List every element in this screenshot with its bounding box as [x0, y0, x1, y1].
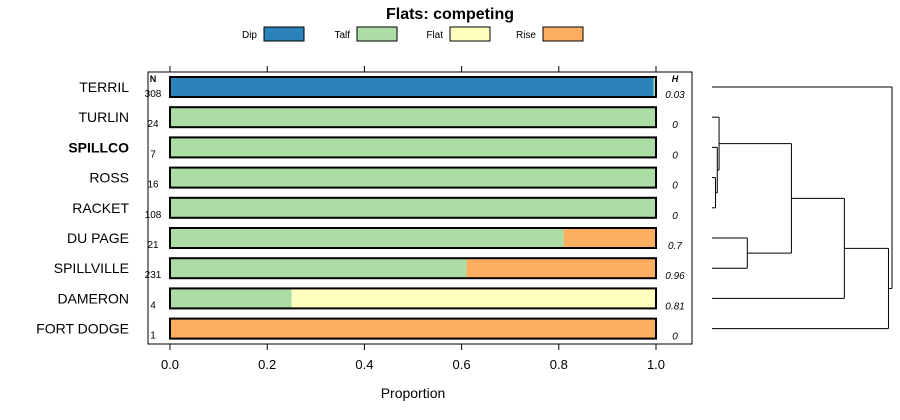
legend-label-dip: Dip — [242, 30, 257, 41]
row-label: SPILLCO — [68, 139, 129, 155]
legend-label-rise: Rise — [516, 30, 536, 41]
bar-outline — [169, 106, 657, 129]
legend-label-talf: Talf — [334, 30, 350, 41]
row-h-value: 0 — [672, 211, 678, 222]
x-tick-label: 0.8 — [550, 357, 568, 372]
row-du-page: DU PAGE 21 0.7 — [67, 227, 682, 252]
row-n-value: 4 — [150, 300, 156, 311]
bar-outline — [169, 76, 657, 98]
row-h-value: 0.96 — [665, 271, 685, 282]
legend-swatch-dip — [263, 26, 305, 42]
x-tick-label: 0.0 — [161, 357, 179, 372]
row-n-value: 16 — [147, 180, 159, 191]
row-h-value: 0 — [672, 120, 678, 131]
row-label: TURLIN — [78, 109, 129, 125]
bar-segment-talf — [170, 167, 656, 188]
bar-segment-talf — [170, 228, 564, 248]
row-n-value: 308 — [145, 89, 162, 100]
row-label: FORT DODGE — [36, 321, 129, 337]
row-label: DU PAGE — [67, 230, 129, 246]
bar-segment-flat — [291, 288, 656, 309]
legend: Dip Talf Flat Rise — [242, 26, 584, 42]
bar-outline — [169, 166, 657, 189]
bar-segment-dip — [170, 77, 654, 97]
row-h-value: 0 — [672, 150, 678, 161]
bar-segment-talf — [170, 107, 656, 128]
bar-segment-rise — [466, 258, 656, 279]
x-tick-label: 0.4 — [355, 357, 373, 372]
row-terril: TERRIL 308 0.03 — [79, 76, 685, 101]
row-ross: ROSS 16 0 — [89, 166, 678, 192]
bar-outline — [169, 317, 657, 340]
row-n-value: 231 — [145, 270, 162, 281]
chart-title: Flats: competing — [386, 6, 514, 23]
bar-outline — [169, 196, 657, 219]
row-label: TERRIL — [79, 79, 129, 95]
bar-segment-rise — [170, 318, 656, 339]
top-axis-ticks — [169, 66, 657, 72]
bar-segment-talf — [653, 77, 656, 97]
row-h-value: 0 — [672, 332, 678, 343]
row-turlin: TURLIN 24 0 — [78, 106, 678, 131]
legend-swatch-rise — [542, 26, 584, 42]
plot-frame — [147, 71, 693, 345]
dendrogram — [712, 86, 893, 330]
legend-label-flat: Flat — [426, 30, 443, 41]
bar-outline — [169, 136, 657, 159]
bar-outline — [169, 257, 657, 280]
bar-segment-talf — [170, 137, 656, 158]
row-fort-dodge: FORT DODGE 1 0 — [36, 317, 678, 343]
bar-outline — [169, 287, 657, 310]
n-column-header: N — [150, 74, 157, 84]
bar-segment-rise — [563, 228, 656, 248]
bar-segment-talf — [170, 258, 467, 279]
row-n-value: 21 — [147, 240, 159, 251]
row-n-value: 7 — [150, 149, 156, 160]
row-n-value: 24 — [147, 119, 159, 130]
bottom-axis: 0.0 0.2 0.4 0.6 0.8 1.0 — [161, 344, 665, 372]
row-h-value: 0.03 — [665, 90, 685, 101]
row-n-value: 1 — [150, 331, 156, 342]
row-n-value: 108 — [145, 210, 162, 221]
row-spillco: SPILLCO 7 0 — [68, 136, 678, 161]
x-tick-label: 1.0 — [647, 357, 665, 372]
row-label: RACKET — [72, 200, 129, 216]
row-h-value: 0.7 — [668, 241, 682, 252]
row-h-value: 0.81 — [665, 301, 684, 312]
row-racket: RACKET 108 0 — [72, 196, 678, 222]
bar-outline — [169, 227, 657, 249]
row-label: DAMERON — [57, 290, 129, 306]
bar-segment-talf — [170, 288, 292, 309]
row-label: SPILLVILLE — [54, 260, 129, 276]
row-label: ROSS — [89, 170, 129, 186]
legend-swatch-talf — [356, 26, 398, 42]
row-h-value: 0 — [672, 181, 678, 192]
bar-segment-talf — [170, 197, 656, 218]
x-axis-label: Proportion — [381, 385, 446, 401]
row-spillville: SPILLVILLE 231 0.96 — [54, 257, 685, 282]
x-tick-label: 0.6 — [453, 357, 471, 372]
row-dameron: DAMERON 4 0.81 — [57, 287, 685, 312]
x-tick-label: 0.2 — [258, 357, 276, 372]
h-column-header: H — [672, 74, 679, 84]
legend-swatch-flat — [449, 26, 491, 42]
